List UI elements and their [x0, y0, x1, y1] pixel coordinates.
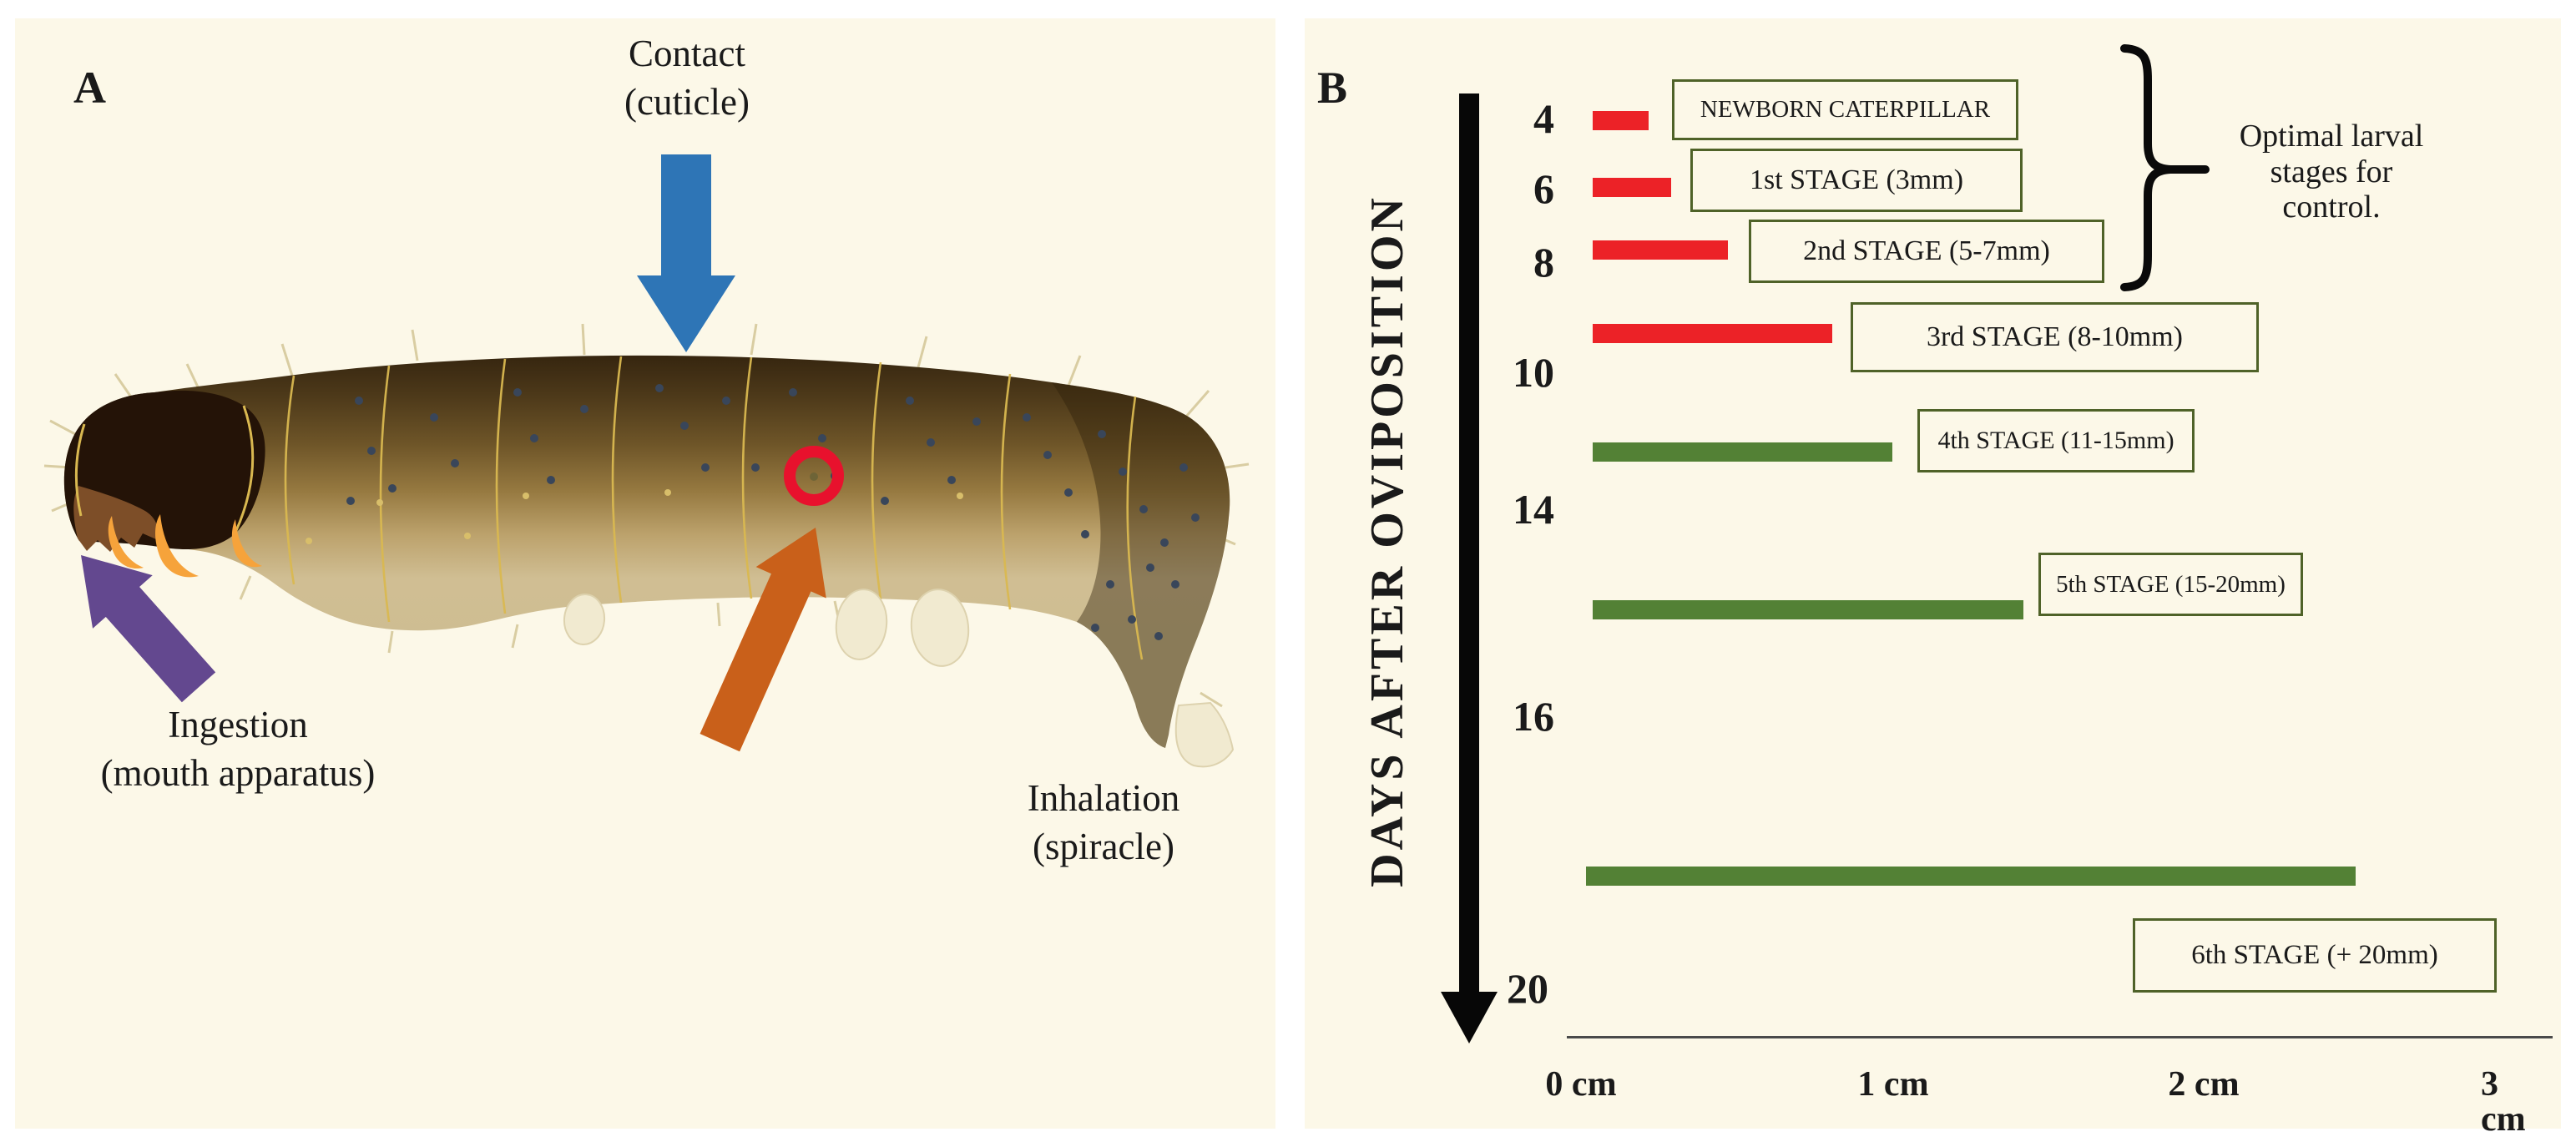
inhalation-label: Inhalation (spiracle) — [1028, 775, 1179, 871]
stage-box-5th: 5th STAGE (15-20mm) — [2038, 553, 2303, 616]
optimal-stages-note-line3: control. — [2282, 189, 2381, 225]
day-tick-6: 6 — [1533, 165, 1554, 212]
stage-box-1st-label: 1st STAGE (3mm) — [1749, 164, 1964, 195]
ingestion-label-line1: Ingestion — [168, 704, 308, 745]
stage-box-6th-label: 6th STAGE (+ 20mm) — [2191, 940, 2438, 970]
panel-a-background — [15, 18, 1275, 1129]
ingestion-label-line2: (mouth apparatus) — [100, 751, 376, 794]
stage-box-3rd-label: 3rd STAGE (8-10mm) — [1926, 321, 2183, 352]
contact-label-line1: Contact — [629, 33, 745, 74]
day-tick-10: 10 — [1513, 349, 1554, 396]
day-tick-16: 16 — [1513, 693, 1554, 740]
stage-box-5th-label: 5th STAGE (15-20mm) — [2056, 570, 2286, 598]
x-tick-3cm: 3 cm — [2481, 1065, 2526, 1139]
contact-label: Contact (cuticle) — [624, 30, 750, 126]
stage-box-3rd: 3rd STAGE (8-10mm) — [1851, 302, 2259, 372]
day-tick-8: 8 — [1533, 239, 1554, 285]
panel-a-label: A — [73, 63, 106, 113]
stage-box-4th-label: 4th STAGE (11-15mm) — [1937, 427, 2174, 454]
bar-4th-stage — [1593, 442, 1892, 462]
panel-b-label: B — [1317, 63, 1348, 113]
inhalation-label-line1: Inhalation — [1027, 777, 1180, 819]
day-tick-4: 4 — [1533, 95, 1554, 142]
stage-box-4th: 4th STAGE (11-15mm) — [1917, 409, 2195, 472]
optimal-stages-note-line2: stages for — [2270, 154, 2393, 189]
bar-5th-stage — [1593, 600, 2023, 619]
y-axis-title: DAYS AFTER OVIPOSITION — [1361, 195, 1413, 887]
x-tick-0cm: 0 cm — [1545, 1065, 1617, 1104]
bar-2nd-stage — [1593, 240, 1728, 260]
bar-3rd-stage — [1593, 324, 1832, 343]
bar-1st-stage — [1593, 178, 1671, 197]
x-tick-2cm: 2 cm — [2168, 1065, 2240, 1104]
inhalation-label-line2: (spiracle) — [1033, 825, 1174, 867]
day-tick-20: 20 — [1507, 965, 1548, 1012]
stage-box-2nd-label: 2nd STAGE (5-7mm) — [1803, 235, 2050, 266]
stage-box-2nd: 2nd STAGE (5-7mm) — [1749, 220, 2104, 283]
optimal-stages-note: Optimal larval stages for control. — [2240, 119, 2424, 225]
bar-6th-stage — [1586, 867, 2356, 886]
x-axis-line — [1567, 1036, 2553, 1038]
contact-label-line2: (cuticle) — [624, 80, 750, 123]
stage-box-newborn: NEWBORN CATERPILLAR — [1672, 79, 2018, 140]
stage-box-newborn-label: NEWBORN CATERPILLAR — [1700, 96, 1991, 123]
bar-newborn — [1593, 111, 1649, 130]
stage-box-1st: 1st STAGE (3mm) — [1690, 149, 2023, 212]
optimal-stages-note-line1: Optimal larval — [2239, 119, 2424, 154]
stage-box-6th: 6th STAGE (+ 20mm) — [2133, 918, 2497, 993]
ingestion-label: Ingestion (mouth apparatus) — [101, 701, 376, 797]
x-tick-1cm: 1 cm — [1857, 1065, 1929, 1104]
day-tick-14: 14 — [1513, 486, 1554, 533]
